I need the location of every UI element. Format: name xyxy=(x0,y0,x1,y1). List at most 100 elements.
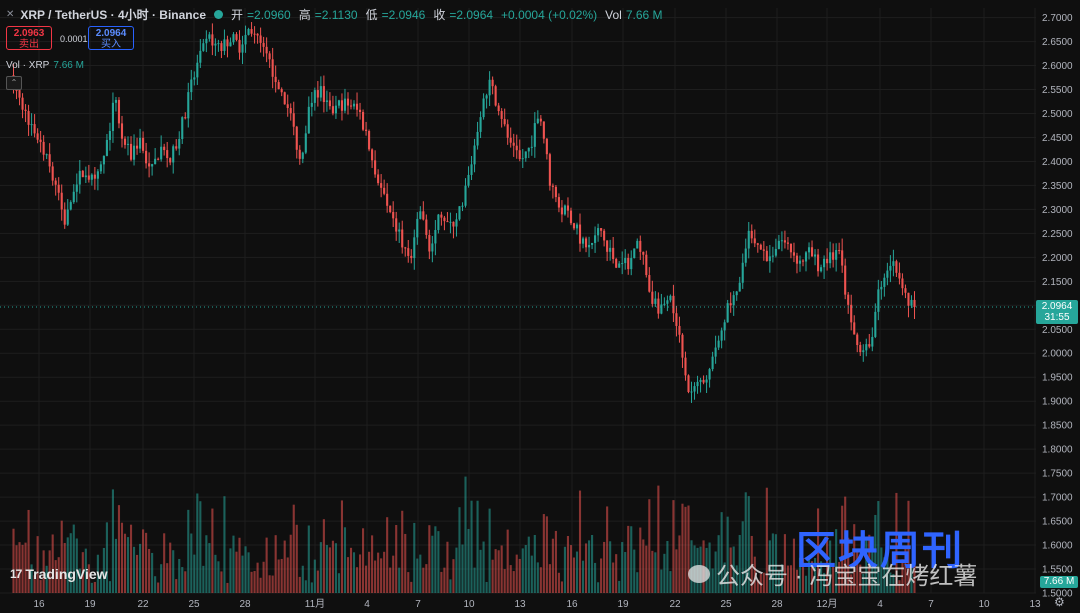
volume-bar xyxy=(395,525,398,593)
volume-bar xyxy=(603,541,606,593)
candle-body xyxy=(15,90,18,92)
candle-body xyxy=(154,158,157,165)
volume-bar xyxy=(271,575,274,593)
candle-body xyxy=(500,111,503,119)
candle-body xyxy=(443,217,446,222)
candle-body xyxy=(310,102,313,107)
y-tick-label: 1.8500 xyxy=(1042,421,1073,432)
symbol-title[interactable]: XRP / TetherUS · 4小时 · Binance xyxy=(20,8,206,22)
candle-body xyxy=(220,43,223,51)
sell-button[interactable]: 2.0963 卖出 xyxy=(6,26,52,50)
volume-bar xyxy=(172,550,175,593)
volume-bar xyxy=(15,545,18,593)
candle-body xyxy=(21,97,24,110)
candle-body xyxy=(600,228,603,231)
volume-bar xyxy=(425,564,428,593)
candle-body xyxy=(663,303,666,305)
volume-bar xyxy=(856,550,859,593)
candle-body xyxy=(45,154,48,156)
volume-bar xyxy=(720,512,723,593)
volume-bar xyxy=(741,521,744,593)
candle-body xyxy=(389,205,392,213)
candle-body xyxy=(859,345,862,353)
volume-bar xyxy=(753,556,756,593)
candle-body xyxy=(554,186,557,198)
x-tick-label: 7 xyxy=(928,599,934,610)
volume-bar xyxy=(371,535,374,593)
candle-body xyxy=(259,35,262,43)
candle-body xyxy=(539,118,542,122)
volume-bar xyxy=(615,554,618,593)
buy-button[interactable]: 2.0964 买入 xyxy=(88,26,134,50)
candle-body xyxy=(431,243,434,252)
volume-bar xyxy=(160,564,163,593)
candle-body xyxy=(461,205,464,207)
candle-body xyxy=(120,123,124,139)
candle-body xyxy=(533,123,536,147)
collapse-legend-button[interactable]: ⌃ xyxy=(6,76,22,90)
x-tick-label: 19 xyxy=(84,599,96,610)
candle-body xyxy=(765,250,768,262)
candle-body xyxy=(202,43,205,51)
candle-body xyxy=(744,248,747,263)
volume-bar xyxy=(895,492,898,593)
candle-body xyxy=(280,89,283,93)
volume-bar xyxy=(211,508,214,593)
gear-icon[interactable]: ⚙ xyxy=(1054,595,1065,609)
candle-body xyxy=(401,229,404,248)
volume-bar xyxy=(563,546,567,593)
volume-bar xyxy=(72,524,75,593)
candle-body xyxy=(729,303,732,306)
y-tick-label: 1.8000 xyxy=(1042,445,1073,456)
candle-body xyxy=(823,258,826,268)
candle-body xyxy=(693,386,696,392)
volume-bar xyxy=(187,509,190,593)
candle-body xyxy=(151,164,154,167)
volume-bar xyxy=(738,535,741,593)
volume-bar xyxy=(139,543,142,593)
candle-body xyxy=(238,39,241,53)
volume-bar xyxy=(901,559,904,593)
high-label: 高 xyxy=(298,8,311,22)
volume-legend[interactable]: Vol · XRP 7.66 M xyxy=(6,60,84,71)
candle-body xyxy=(371,149,374,161)
candle-body xyxy=(358,109,362,112)
candle-body xyxy=(587,244,591,248)
y-tick-label: 2.4500 xyxy=(1042,133,1073,144)
candle-body xyxy=(142,137,145,151)
volume-bar xyxy=(151,552,154,593)
volume-legend-label: Vol · XRP xyxy=(6,60,50,71)
candle-body xyxy=(690,391,693,393)
candle-body xyxy=(696,381,699,387)
candle-body xyxy=(410,255,413,259)
volume-bar xyxy=(512,571,515,593)
volume-bar xyxy=(630,526,633,593)
candle-body xyxy=(609,247,612,252)
watermark-caption: 公众号 · 冯宝宝在烤红薯 xyxy=(716,563,978,590)
tradingview-logo[interactable]: 17 TradingView xyxy=(10,566,108,582)
candle-body xyxy=(807,247,811,253)
y-tick-label: 2.2500 xyxy=(1042,229,1073,240)
volume-bar xyxy=(826,536,829,593)
volume-bar xyxy=(377,552,380,593)
volume-bar xyxy=(467,528,470,593)
time-axis[interactable]: 16 19 22 25 28 11月 4 7 10 13 16 19 22 25 28 12月 4 7 10 13 xyxy=(33,598,1041,610)
volume-bar xyxy=(518,558,521,593)
candle-body xyxy=(126,143,130,145)
volume-bar xyxy=(244,546,247,593)
candle-body xyxy=(874,311,877,337)
candle-body xyxy=(666,300,669,304)
volume-bar xyxy=(527,536,530,593)
y-tick-label: 2.3500 xyxy=(1042,181,1073,192)
volume-bar xyxy=(238,537,241,593)
volume-bar xyxy=(832,563,835,593)
volume-bar xyxy=(889,572,892,593)
volume-bar xyxy=(473,567,476,593)
candle-body xyxy=(702,379,705,383)
y-tick-label: 1.6000 xyxy=(1042,541,1073,552)
volume-bar xyxy=(36,536,39,593)
volume-bar xyxy=(506,529,509,593)
volume-bar xyxy=(250,571,253,593)
candle-body xyxy=(241,44,244,53)
